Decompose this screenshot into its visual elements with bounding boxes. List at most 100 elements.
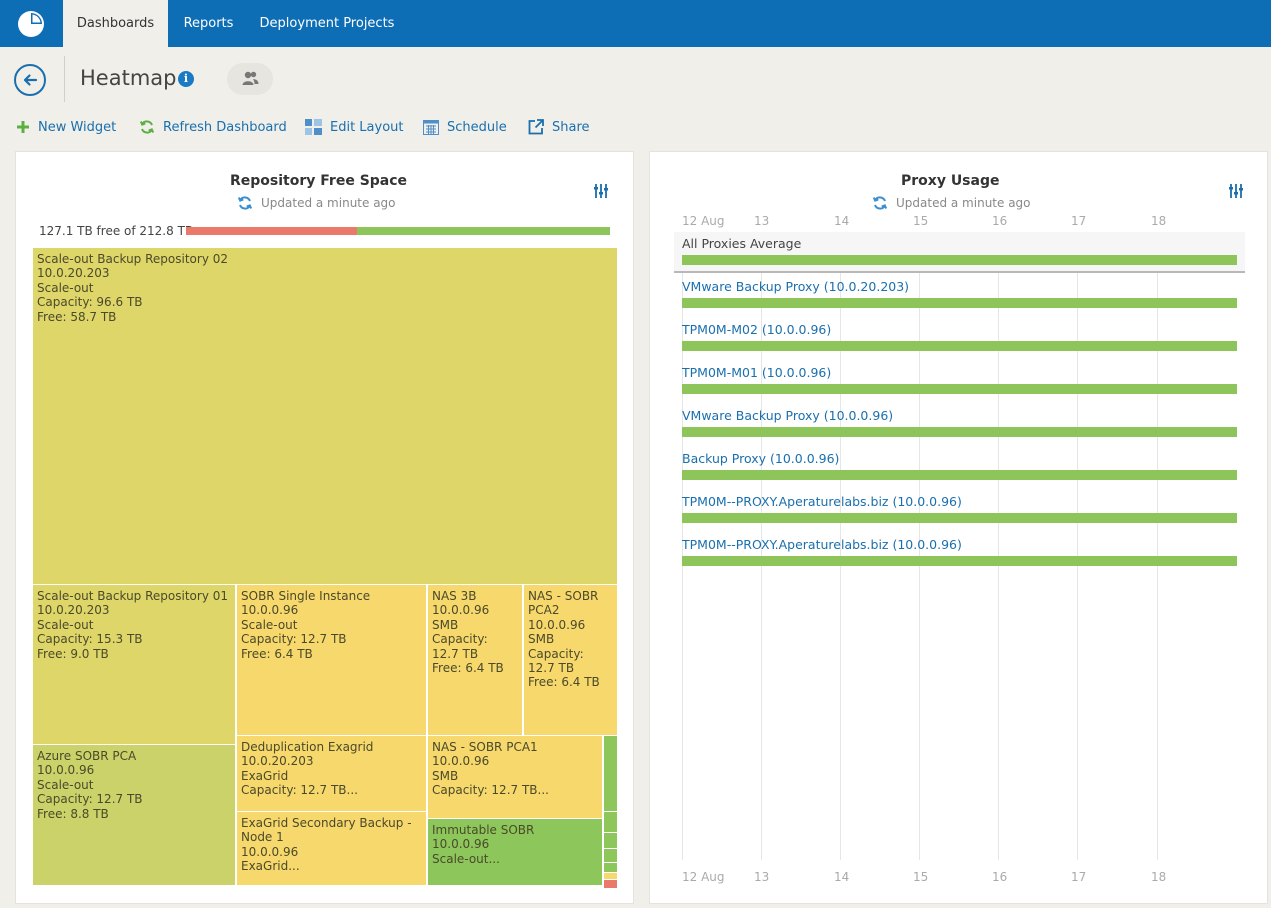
treemap-tile[interactable]: Scale-out Backup Repository 01 10.0.20.2… [32, 584, 236, 745]
proxy-usage-bar[interactable] [682, 427, 1237, 437]
tile-capacity: Capacity: 12.7 TB [432, 632, 488, 661]
tile-capacity: Capacity: 12.7 TB... [432, 783, 549, 798]
proxy-usage-bar[interactable] [682, 513, 1237, 523]
proxy-usage-bar[interactable] [682, 255, 1237, 265]
tile-name: SOBR Single Instance [241, 589, 371, 603]
treemap-tile[interactable]: SOBR Single Instance 10.0.0.96 Scale-out… [236, 584, 427, 736]
grid-line [761, 232, 762, 860]
axis-label-bottom: 13 [754, 870, 770, 884]
proxy-row-label[interactable]: TPM0M-M02 (10.0.0.96) [682, 322, 832, 337]
tile-ip: 10.0.0.96 [432, 603, 490, 618]
tile-name: Deduplication Exagrid [241, 740, 374, 754]
tile-free: Free: 6.4 TB [528, 675, 600, 690]
share-button[interactable]: Share [528, 117, 590, 137]
tile-capacity: Capacity: 12.7 TB [241, 632, 347, 647]
app-logo-icon[interactable] [17, 10, 45, 38]
tile-type: Scale-out [37, 617, 94, 632]
grid-line [998, 232, 999, 860]
grid-line [682, 232, 683, 860]
tile-name: Scale-out Backup Repository 02 [37, 252, 228, 266]
capacity-used-segment [186, 227, 357, 235]
axis-label-bottom: 14 [834, 870, 850, 884]
new-widget-label: New Widget [38, 119, 117, 135]
users-icon [242, 71, 259, 85]
treemap-tile[interactable]: Azure SOBR PCA 10.0.0.96 Scale-out Capac… [32, 744, 236, 886]
updated-label: Updated a minute ago [896, 196, 1031, 210]
axis-label-top: 14 [834, 214, 850, 228]
tile-type: Scale-out [37, 777, 94, 792]
tile-ip: 10.0.20.203 [37, 266, 110, 281]
tile-capacity: Capacity: 12.7 TB... [241, 783, 358, 798]
axis-label-top: 17 [1071, 214, 1087, 228]
proxy-row-label: All Proxies Average [682, 236, 802, 251]
proxy-row-label[interactable]: TPM0M-M01 (10.0.0.96) [682, 365, 832, 380]
widget-settings-icon[interactable] [1228, 183, 1244, 199]
average-row-band [674, 232, 1245, 272]
tile-name: NAS - SOBR PCA1 [432, 740, 538, 754]
share-users-button[interactable] [227, 63, 273, 95]
proxy-row-label[interactable]: VMware Backup Proxy (10.0.20.203) [682, 279, 910, 294]
capacity-free-segment [357, 227, 610, 235]
share-icon [528, 119, 544, 135]
schedule-label: Schedule [447, 119, 507, 135]
tab-deployment-projects[interactable]: Deployment Projects [259, 16, 395, 31]
tile-name: NAS 3B [432, 589, 477, 603]
layout-icon [305, 119, 322, 135]
average-row-divider [674, 271, 1245, 273]
axis-label-top: 13 [754, 214, 770, 228]
grid-line [1077, 232, 1078, 860]
treemap-tile[interactable]: Scale-out Backup Repository 02 10.0.20.2… [32, 247, 618, 585]
edit-layout-button[interactable]: Edit Layout [305, 117, 404, 137]
treemap-tile[interactable]: Deduplication Exagrid 10.0.20.203 ExaGri… [236, 735, 427, 812]
proxy-row-label[interactable]: TPM0M--PROXY.Aperaturelabs.biz (10.0.0.9… [682, 494, 962, 509]
tile-type: ExaGrid [241, 768, 289, 783]
tile-type: Scale-out [37, 280, 94, 295]
tile-capacity: Capacity: 12.7 TB [37, 792, 143, 807]
widget-settings-icon[interactable] [593, 183, 609, 199]
treemap-tile[interactable]: Immutable SOBR 10.0.0.96 Scale-out... [427, 818, 603, 886]
proxy-row-label[interactable]: TPM0M--PROXY.Aperaturelabs.biz (10.0.0.9… [682, 537, 962, 552]
treemap-tile-small[interactable] [603, 811, 618, 833]
axis-label-top: 18 [1151, 214, 1167, 228]
tab-dashboards[interactable]: Dashboards [63, 0, 168, 47]
tile-capacity: Capacity: 12.7 TB [528, 646, 584, 676]
proxy-usage-bar[interactable] [682, 470, 1237, 480]
info-icon[interactable]: i [178, 71, 194, 87]
new-widget-button[interactable]: New Widget [16, 117, 116, 137]
tile-ip: 10.0.20.203 [37, 603, 110, 618]
treemap-tile[interactable]: NAS 3B 10.0.0.96 SMB Capacity: 12.7 TB F… [427, 584, 523, 736]
proxy-widget-updated: Updated a minute ago [872, 195, 1031, 211]
tab-reports[interactable]: Reports [183, 16, 234, 31]
tile-type: SMB [432, 617, 459, 632]
schedule-button[interactable]: Schedule [423, 117, 507, 137]
treemap-tile[interactable]: NAS - SOBR PCA2 10.0.0.96 SMB Capacity: … [523, 584, 618, 736]
tile-type: Scale-out [241, 617, 298, 632]
axis-label-bottom: 16 [992, 870, 1008, 884]
tile-free: Free: 9.0 TB [37, 646, 109, 661]
axis-label-bottom: 15 [913, 870, 929, 884]
tile-ip: 10.0.0.96 [241, 844, 299, 859]
treemap-tile[interactable]: ExaGrid Secondary Backup - Node 1 10.0.0… [236, 811, 427, 886]
calendar-icon [423, 119, 439, 135]
arrow-left-icon [23, 74, 38, 86]
proxy-usage-bar[interactable] [682, 384, 1237, 394]
back-button[interactable] [14, 64, 46, 96]
proxy-row-label[interactable]: Backup Proxy (10.0.0.96) [682, 451, 840, 466]
proxy-usage-bar[interactable] [682, 341, 1237, 351]
proxy-usage-bar[interactable] [682, 556, 1237, 566]
treemap-tile[interactable]: NAS - SOBR PCA1 10.0.0.96 SMB Capacity: … [427, 735, 603, 819]
treemap-tile-small[interactable] [603, 735, 618, 812]
refresh-dashboard-button[interactable]: Refresh Dashboard [139, 117, 287, 137]
refresh-icon [872, 196, 888, 210]
treemap-tile-small[interactable] [603, 879, 618, 889]
repository-widget-title: Repository Free Space [230, 173, 408, 189]
proxy-usage-bar[interactable] [682, 298, 1237, 308]
treemap-tile-small[interactable] [603, 832, 618, 849]
treemap-tile-small[interactable] [603, 848, 618, 863]
header-divider [64, 56, 65, 102]
capacity-summary: 127.1 TB free of 212.8 TB [39, 224, 194, 238]
proxy-row-label[interactable]: VMware Backup Proxy (10.0.0.96) [682, 408, 894, 423]
tile-type: SMB [432, 768, 459, 783]
repository-widget-updated: Updated a minute ago [237, 195, 396, 211]
tile-type: ExaGrid... [241, 859, 300, 874]
